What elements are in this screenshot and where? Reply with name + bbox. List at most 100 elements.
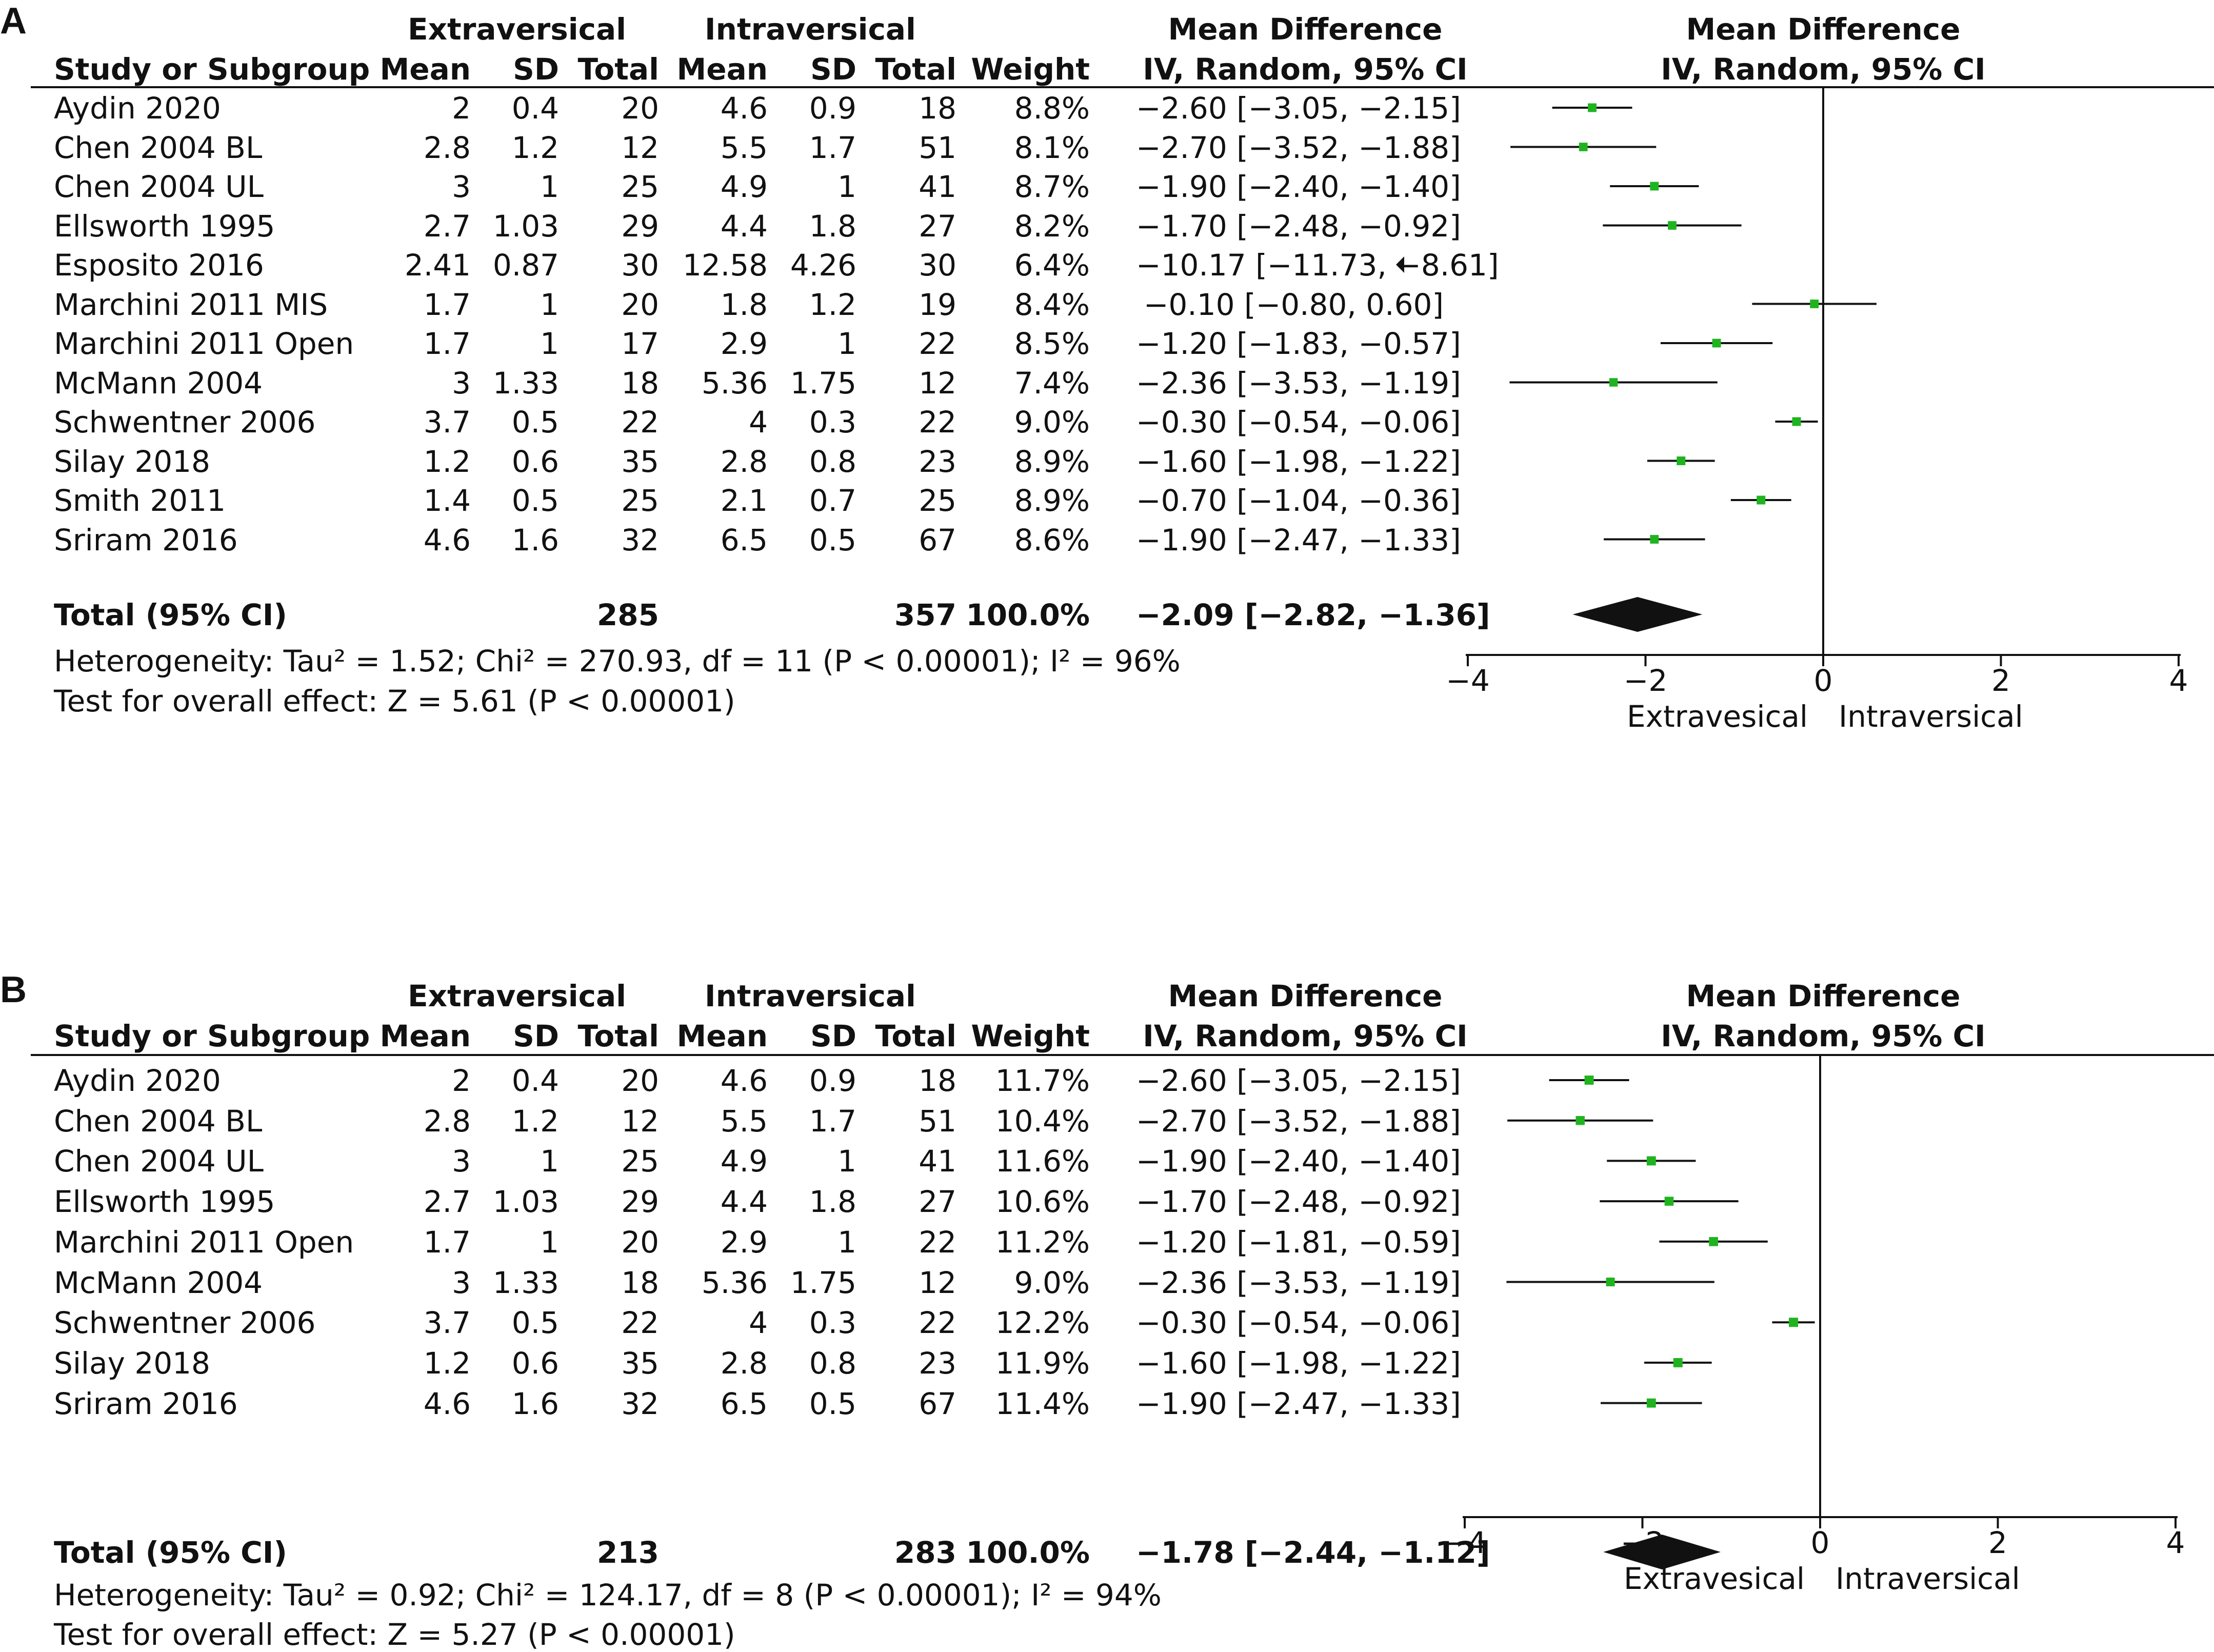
sd-1: 1 xyxy=(540,169,559,204)
mean-2: 2.9 xyxy=(720,326,768,361)
x-tick-label: −4 xyxy=(1443,1525,1487,1560)
total-1: 35 xyxy=(621,1345,659,1381)
axis-label-favours-left: Extravesical xyxy=(1627,699,1808,734)
total-2: 22 xyxy=(919,1224,956,1260)
total-1: 32 xyxy=(621,1386,659,1421)
weight: 8.1% xyxy=(1014,130,1090,165)
mean-1: 3 xyxy=(452,365,471,401)
header-study: Study or Subgroup xyxy=(54,52,370,87)
sd-1: 0.6 xyxy=(511,1345,559,1381)
sd-1: 1.6 xyxy=(511,1386,559,1421)
total-2: 41 xyxy=(919,169,956,204)
total-2: 30 xyxy=(919,248,956,283)
study-name: Sriram 2016 xyxy=(54,522,238,558)
sd-2: 1.75 xyxy=(790,365,856,401)
header-sd-2: SD xyxy=(810,1019,856,1053)
mean-1: 4.6 xyxy=(423,1386,471,1421)
x-tick-label: −4 xyxy=(1446,663,1490,698)
sd-1: 1.03 xyxy=(492,208,559,244)
ci-text: −1.90 [−2.47, −1.33] xyxy=(1136,1386,1461,1421)
weight: 11.6% xyxy=(995,1144,1090,1179)
mean-2: 2.8 xyxy=(720,444,768,479)
ci-text: −1.70 [−2.48, −0.92] xyxy=(1136,1184,1461,1220)
sd-2: 0.9 xyxy=(809,91,856,126)
ci-text: −1.60 [−1.98, −1.22] xyxy=(1136,1345,1461,1381)
sd-1: 1 xyxy=(540,326,559,361)
study-name: Schwentner 2006 xyxy=(54,1305,316,1341)
header-md-title: Mean Difference xyxy=(1168,12,1443,47)
pooled-diamond xyxy=(1572,597,1703,632)
study-name: Esposito 2016 xyxy=(54,248,264,283)
sd-2: 0.5 xyxy=(809,1386,856,1421)
study-name: Silay 2018 xyxy=(54,1345,210,1381)
axis-label-favours-right: Intraversical xyxy=(1839,699,2023,734)
mean-2: 4.9 xyxy=(720,1144,768,1179)
weight: 9.0% xyxy=(1014,1265,1090,1300)
total-1: 20 xyxy=(621,91,659,126)
forest-plot: −4 −2 0 2 4 Extravesical Intraversical xyxy=(1443,1054,2185,1596)
header-sd-2: SD xyxy=(810,52,856,87)
header-group-intravesical: Intraversical xyxy=(705,979,916,1013)
study-name: Marchini 2011 MIS xyxy=(54,287,328,322)
sd-1: 1 xyxy=(540,287,559,322)
weight: 11.9% xyxy=(995,1345,1090,1381)
sd-2: 1.7 xyxy=(809,130,856,165)
ci-text: −0.30 [−0.54, −0.06] xyxy=(1136,405,1461,440)
weight: 8.2% xyxy=(1014,208,1090,244)
mean-2: 2.8 xyxy=(720,1345,768,1381)
ci-text: −1.20 [−1.81, −0.59] xyxy=(1136,1224,1461,1260)
total-2: 22 xyxy=(919,405,956,440)
mean-1: 1.7 xyxy=(423,287,471,322)
mean-1: 1.7 xyxy=(423,1224,471,1260)
sd-2: 0.3 xyxy=(809,405,856,440)
forest-panel-b: B Extraversical Intraversical Mean Differen… xyxy=(0,967,2214,1649)
total-label: Total (95% CI) xyxy=(54,1535,287,1570)
mean-1: 3 xyxy=(452,169,471,204)
effect-marker xyxy=(1709,1237,1718,1246)
study-name: Chen 2004 UL xyxy=(54,1144,264,1179)
weight: 8.9% xyxy=(1014,483,1090,518)
sd-2: 0.3 xyxy=(809,1305,856,1341)
total-1: 18 xyxy=(621,365,659,401)
effect-marker xyxy=(1579,143,1588,151)
x-tick-label: −2 xyxy=(1621,1525,1665,1560)
sd-2: 1.7 xyxy=(809,1103,856,1139)
total-2: 12 xyxy=(919,1265,956,1300)
ci-text: −2.70 [−3.52, −1.88] xyxy=(1136,130,1461,165)
header-group-extravesical: Extraversical xyxy=(408,12,627,47)
sd-2: 1.8 xyxy=(809,208,856,244)
mean-2: 4.4 xyxy=(720,208,768,244)
total-2: 22 xyxy=(919,326,956,361)
total-n-2: 283 xyxy=(894,1535,956,1570)
header-md-sub-plot: IV, Random, 95% CI xyxy=(1661,1019,1986,1053)
study-name: Sriram 2016 xyxy=(54,1386,238,1421)
weight: 7.4% xyxy=(1014,365,1090,401)
study-name: Ellsworth 1995 xyxy=(54,208,275,244)
total-2: 18 xyxy=(919,91,956,126)
sd-2: 0.8 xyxy=(809,444,856,479)
overall-effect-text: Test for overall effect: Z = 5.61 (P < 0… xyxy=(54,684,735,719)
mean-2: 4.6 xyxy=(720,1063,768,1098)
sd-1: 0.87 xyxy=(492,248,559,283)
ci-text: −2.60 [−3.05, −2.15] xyxy=(1136,91,1461,126)
panel-letter: B xyxy=(0,969,27,1010)
sd-1: 0.4 xyxy=(511,91,559,126)
total-1: 32 xyxy=(621,522,659,558)
weight: 11.7% xyxy=(995,1063,1090,1098)
mean-1: 2 xyxy=(452,1063,471,1098)
sd-1: 1.03 xyxy=(492,1184,559,1220)
sd-2: 1 xyxy=(837,169,856,204)
study-name: Smith 2011 xyxy=(54,483,226,518)
mean-2: 5.36 xyxy=(701,1265,768,1300)
study-name: McMann 2004 xyxy=(54,365,263,401)
study-name: Schwentner 2006 xyxy=(54,405,316,440)
ci-text: −1.90 [−2.40, −1.40] xyxy=(1136,1144,1461,1179)
study-name: Chen 2004 UL xyxy=(54,169,264,204)
header-rule xyxy=(31,86,2214,88)
header-sd-1: SD xyxy=(513,52,559,87)
mean-1: 3 xyxy=(452,1265,471,1300)
ci-text: −2.60 [−3.05, −2.15] xyxy=(1136,1063,1461,1098)
x-tick-label: 2 xyxy=(1991,663,2010,698)
weight: 8.4% xyxy=(1014,287,1090,322)
total-1: 22 xyxy=(621,405,659,440)
